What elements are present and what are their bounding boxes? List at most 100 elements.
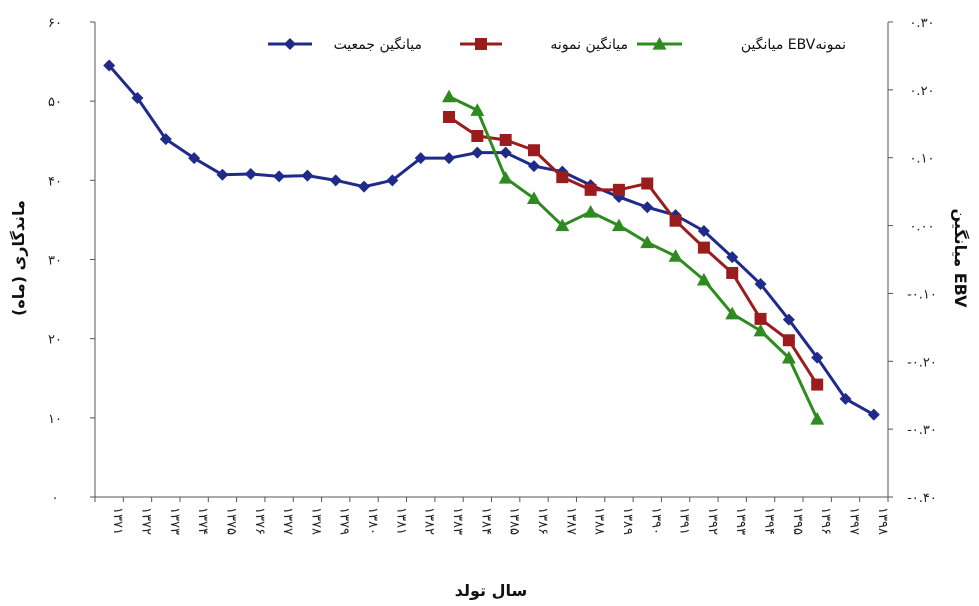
data-point [103,59,116,72]
data-point [810,411,825,425]
series-2 [443,111,824,391]
data-point [526,191,541,205]
x-tick-label: ۱۳۸۶ [535,507,550,535]
data-point [611,218,626,232]
series-3 [442,89,825,425]
data-point [725,306,740,320]
x-tick-label: ۱۳۹۰ [648,507,663,535]
data-point [527,144,540,157]
data-point [244,168,257,180]
y-tick-label-left: ۱۰ [48,412,62,427]
data-point [329,174,342,187]
y-axis-title: ماندگاری (ماه) [9,200,28,316]
series-line [108,64,875,416]
legend-label: میانگین نمونه [550,36,628,53]
x-tick-label: ۱۳۸۷ [563,507,578,535]
data-point [640,235,655,249]
y-tick-label-left: ۴۰ [48,174,62,189]
x-tick-label: ۱۳۷۹ [337,507,352,535]
x-tick-label: ۱۳۷۸ [308,507,323,535]
y-tick-label-left: ۲۰ [48,333,62,348]
data-point [754,312,767,325]
y-tick-label-right: -۰.۲۰ [907,355,937,370]
legend: میانگین جمعیت میانگین نمونه میانگین EBVنمو… [268,36,846,53]
x-tick-label: ۱۳۸۵ [507,507,522,535]
data-point [216,168,229,181]
data-point [839,392,852,405]
x-tick-label: ۱۳۷۵ [223,507,238,535]
x-tick-label: ۱۳۷۶ [252,507,267,535]
data-point [556,171,569,184]
legend-label: میانگین جمعیت [334,36,422,53]
data-point [188,152,201,165]
y-tick-label-right: ۰.۰۰ [909,220,934,235]
data-point [555,218,570,232]
y-tick-label-right: -۰.۴۰ [907,491,937,506]
data-point [498,171,513,184]
x-tick-label: ۱۳۹۲ [705,507,720,535]
data-point [159,133,172,146]
data-point [386,174,399,187]
data-point [811,351,824,364]
data-point [652,37,667,50]
y-tick-label-right: ۰.۲۰ [909,84,934,99]
y2-axis-title: میانگین EBV [951,208,970,308]
data-point [442,89,457,103]
data-point [471,146,484,159]
legend-item-3: میانگین EBVنمونه [637,36,846,53]
data-point [499,133,512,146]
data-point [499,146,512,159]
data-point [583,205,598,218]
x-tick-label: ۱۳۸۰ [365,507,380,535]
data-point [726,251,739,264]
y-tick-label-left: ۶۰ [48,16,62,31]
data-point [527,160,540,173]
x-tick-label: ۱۳۹۱ [677,507,692,535]
data-point [697,225,710,237]
data-point [443,152,456,165]
x-tick-label: ۱۳۷۳ [167,507,182,535]
data-point [754,278,767,291]
data-point [782,334,795,347]
x-tick-label: ۱۳۹۵ [790,507,805,535]
x-tick-label: ۱۳۷۱ [110,507,125,535]
data-point [782,313,795,326]
y-tick-label-right: ۰.۱۰ [909,152,934,167]
data-point [273,170,286,183]
x-tick-label: ۱۳۷۷ [280,507,295,535]
data-point [612,183,625,196]
y-tick-label-right: -۰.۱۰ [907,287,937,302]
x-axis-title: سال تولد [455,581,527,600]
x-tick-label: ۱۳۸۹ [620,507,635,535]
data-point [867,408,880,421]
data-point [301,169,314,182]
y-tick-label-right: ۰.۳۰ [909,16,934,31]
data-point [726,266,739,279]
y-tick-label-right: -۰.۳۰ [907,423,937,438]
x-tick-label: ۱۳۸۲ [422,507,437,535]
data-point [284,38,296,50]
data-point [414,152,427,165]
x-tick-label: ۱۳۹۳ [733,507,748,535]
x-tick-label: ۱۳۹۶ [818,507,833,535]
data-point [781,350,796,364]
axes: ۰ ۱۰ ۲۰ ۳۰ ۴۰ ۵۰ ۶۰ -۰.۴۰ -۰.۳۰ -۰.۲۰ -۰.۱۰ ۰.۰۰ ۰.۱… [48,16,937,535]
data-point [811,378,824,391]
x-tick-label: ۱۳۸۴ [478,507,493,535]
x-tick-label: ۱۳۹۴ [762,507,777,535]
data-point [753,323,768,337]
data-point [697,241,710,254]
data-point [131,92,144,104]
legend-item-1: میانگین جمعیت [268,36,422,53]
x-tick-label: ۱۳۹۸ [875,507,890,535]
x-tick-label: ۱۳۸۸ [592,507,607,535]
series-1 [103,59,880,421]
data-point [475,38,487,50]
y-tick-label-left: ۵۰ [48,95,62,110]
x-tick-label: ۱۳۹۷ [847,507,862,535]
x-tick-label: ۱۳۷۴ [195,507,210,535]
data-point [641,177,654,190]
data-point [641,201,654,214]
data-point [358,180,371,193]
